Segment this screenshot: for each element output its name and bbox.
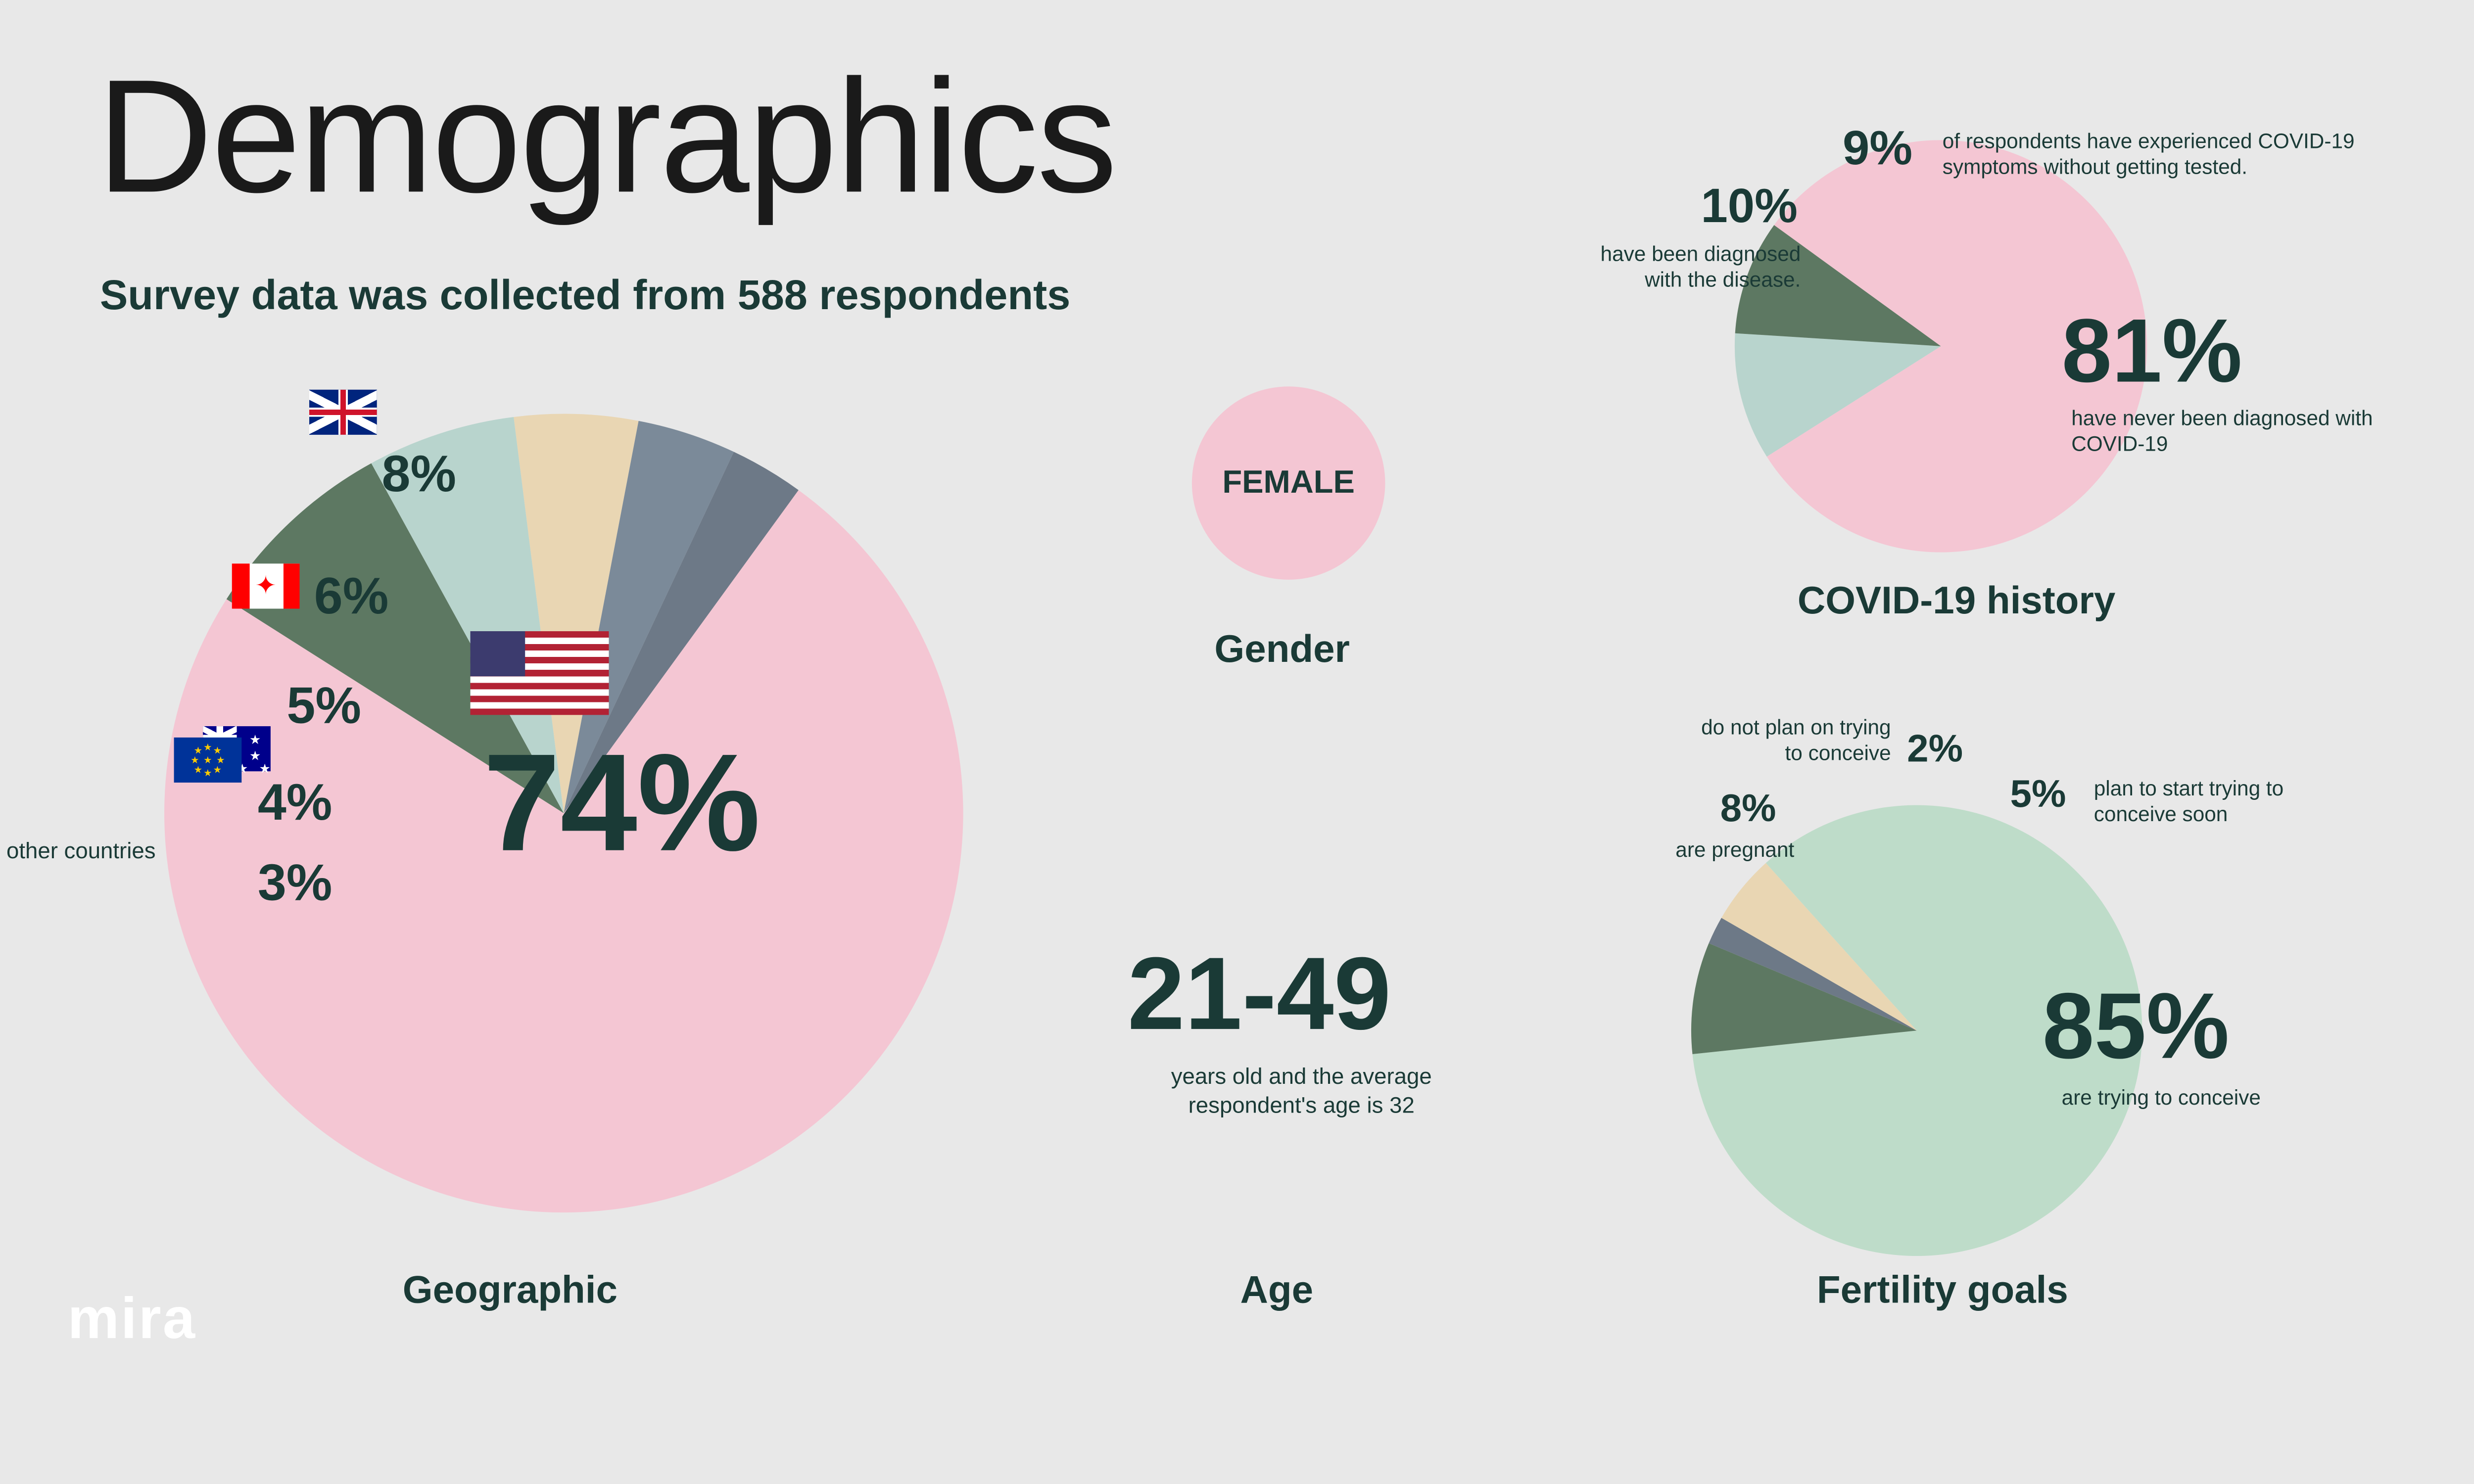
covid-desc-diagnosed: have been diagnosed with the disease. (1559, 241, 1801, 294)
gender-label: Gender (1214, 628, 1350, 673)
fertility-desc-trying: are trying to conceive (2062, 1085, 2384, 1112)
pie-slice-diagnosed (1735, 333, 1941, 457)
fertility-pct-pregnant: 8% (1720, 788, 1776, 833)
flag-us-icon (471, 631, 609, 715)
fertility-pct-soon: 5% (2010, 773, 2066, 818)
fertility-desc-soon: plan to start trying to conceive soon (2094, 776, 2335, 829)
covid-desc-symptoms: of respondents have experienced COVID-19… (1943, 129, 2361, 181)
brand-logo: mira (68, 1285, 197, 1353)
pie-slice-pregnant (1691, 943, 1917, 1054)
gender-value: FEMALE (1192, 386, 1385, 580)
geo-desc-other: other countries (6, 837, 155, 866)
age-desc: years old and the average respondent's a… (1141, 1063, 1463, 1119)
covid-pct-never: 81% (2062, 298, 2242, 403)
page-subtitle: Survey data was collected from 588 respo… (100, 271, 1070, 321)
fertility-pct-noplan: 2% (1907, 728, 1963, 773)
fertility-desc-pregnant: are pregnant (1649, 837, 1794, 864)
fertility-label: Fertility goals (1817, 1269, 2068, 1314)
geo-pct-uk: 8% (381, 444, 456, 504)
geo-pct-au: 5% (286, 676, 361, 736)
age-range: 21-49 (1128, 934, 1391, 1053)
fertility-pct-trying: 85% (2043, 973, 2230, 1080)
age-label: Age (1240, 1269, 1314, 1314)
flag-uk-icon (309, 390, 377, 435)
geographic-label: Geographic (403, 1269, 618, 1314)
geo-pct-eu: 4% (258, 773, 333, 833)
covid-pct-diagnosed: 10% (1701, 181, 1798, 235)
covid-label: COVID-19 history (1798, 580, 2116, 625)
flag-eu-icon (174, 738, 242, 783)
geo-pct-ca: 6% (314, 567, 389, 626)
fertility-desc-noplan: do not plan on trying to conceive (1681, 715, 1891, 767)
pie-slice-noplan (1709, 918, 1917, 1030)
covid-pct-symptoms: 9% (1843, 122, 1912, 177)
flag-ca-icon: ✦ (232, 563, 300, 608)
covid-desc-never: have never been diagnosed with COVID-19 (2071, 406, 2377, 458)
geo-pct-other: 3% (258, 853, 333, 913)
pie-slice-soon (1721, 863, 1917, 1031)
page-title: Demographics (96, 45, 1116, 230)
geo-pct-us: 74% (483, 725, 761, 884)
